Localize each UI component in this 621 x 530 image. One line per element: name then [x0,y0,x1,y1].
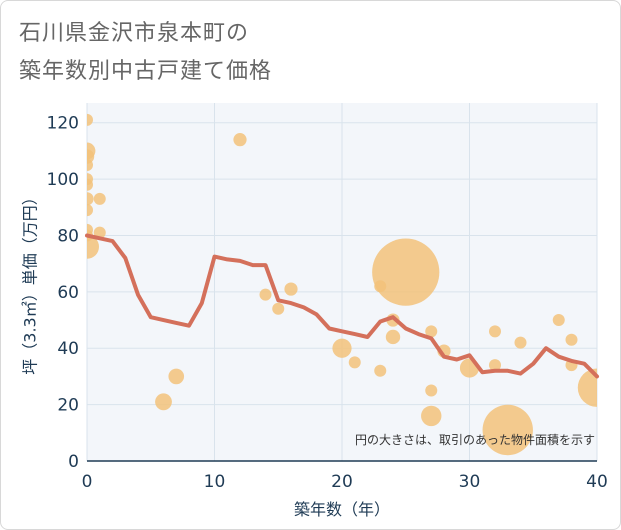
scatter-point [87,192,94,206]
scatter-point [259,288,272,301]
chart-title-line1: 石川県金沢市泉本町の [19,21,250,46]
scatter-point [489,325,501,338]
x-tick-label: 40 [586,472,608,492]
y-tick-label: 0 [68,452,79,472]
x-axis-label: 築年数（年） [294,500,390,519]
scatter-point [155,393,172,411]
scatter-point [577,368,597,407]
scatter-point [87,159,93,172]
y-tick-labels: 0 20 40 60 80 100 120 [47,114,79,472]
scatter-point [348,356,361,369]
scatter-point [482,404,533,456]
y-tick-label: 40 [57,339,79,359]
scatter-point [93,192,106,205]
x-tick-label: 0 [82,472,93,492]
y-tick-label: 120 [47,114,79,134]
x-tick-label: 20 [331,472,353,492]
scatter-point [425,325,438,338]
scatter-point [374,364,387,377]
scatter-point [87,113,93,126]
scatter-point [87,204,93,217]
scatter-point [565,333,578,346]
scatter-point [385,329,401,345]
y-tick-label: 80 [57,226,79,246]
scatter-point [87,178,93,191]
scatter-point [87,234,99,259]
scatter-point [233,133,247,147]
scatter-point [489,359,501,372]
trend-line [85,233,599,379]
scatter-point [332,338,352,358]
bubble-layer [87,113,597,456]
x-tick-label: 30 [459,472,481,492]
scatter-point [272,302,285,315]
y-tick-label: 100 [47,170,79,190]
scatter-point [514,336,527,349]
x-tick-label: 10 [204,472,226,492]
scatter-point [284,282,298,296]
chart-title-line2: 築年数別中古戸建て価格 [19,59,273,84]
bubble-size-note: 円の大きさは、取引のあった物件面積を示す [355,432,595,447]
y-tick-label: 60 [57,283,79,303]
scatter-point [425,384,438,397]
scatter-point [552,314,565,327]
y-axis-label: 坪（3.3㎡）単価（万円） [21,189,40,374]
scatter-point [372,238,440,306]
x-tick-labels: 0 10 20 30 40 [82,472,608,492]
scatter-point [168,368,185,385]
scatter-point [421,405,442,427]
y-tick-label: 20 [57,396,79,416]
